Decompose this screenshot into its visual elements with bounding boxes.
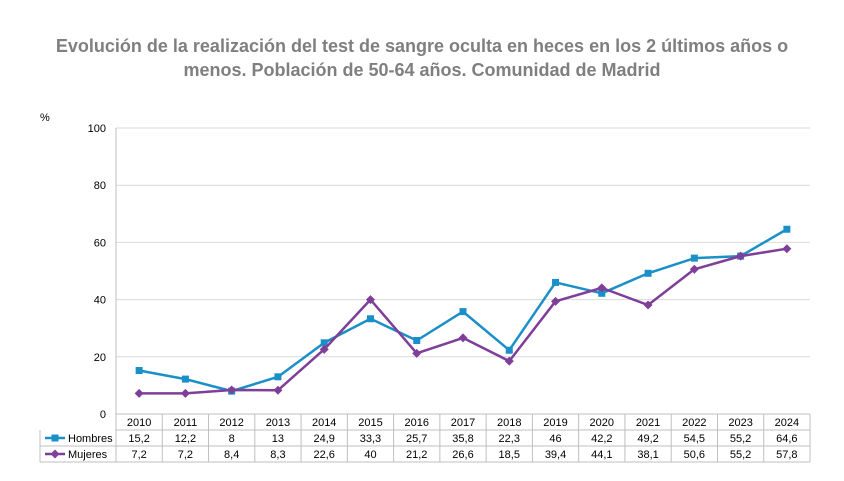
x-tick-label: 2022: [682, 417, 706, 429]
data-label: 42,2: [591, 433, 612, 445]
data-point: [50, 449, 60, 459]
data-label: 22,3: [499, 433, 520, 445]
x-tick-label: 2014: [312, 417, 336, 429]
data-point: [134, 388, 144, 398]
data-label: 8,4: [224, 449, 239, 461]
data-label: 21,2: [406, 449, 427, 461]
x-tick-label: 2010: [127, 417, 151, 429]
data-point: [320, 339, 328, 347]
x-tick-label: 2024: [775, 417, 799, 429]
data-point: [783, 225, 791, 233]
data-point: [227, 385, 237, 395]
x-tick-label: 2016: [404, 417, 428, 429]
data-point: [274, 373, 282, 381]
data-point: [505, 346, 513, 354]
data-point: [365, 295, 375, 305]
data-point: [643, 300, 653, 310]
x-tick-label: 2019: [543, 417, 567, 429]
data-label: 38,1: [637, 449, 658, 461]
data-point: [552, 278, 560, 286]
series-line: [139, 247, 788, 395]
series-hombres: [135, 225, 791, 395]
data-point: [782, 244, 792, 254]
data-label: 15,2: [128, 433, 149, 445]
data-label: 40: [364, 449, 376, 461]
data-label: 18,5: [499, 449, 520, 461]
x-tick-label: 2017: [451, 417, 475, 429]
chart-title-line-2: menos. Población de 50-64 años. Comunida…: [183, 60, 661, 80]
chart-title: Evolución de la realización del test de …: [0, 34, 844, 82]
data-point: [51, 434, 59, 442]
chart-title-line-1: Evolución de la realización del test de …: [55, 36, 789, 56]
data-label: 55,2: [730, 449, 751, 461]
data-label: 55,2: [730, 433, 751, 445]
data-label: 39,4: [545, 449, 566, 461]
data-table: 2010 2011 2012 2013 2014 2015 2016 2017 2018 2019…: [39, 413, 811, 463]
data-point: [412, 348, 422, 358]
data-label: 49,2: [637, 433, 658, 445]
data-label: 54,5: [684, 433, 705, 445]
data-point: [690, 254, 698, 262]
data-label: 8,3: [270, 449, 285, 461]
data-point: [689, 264, 699, 274]
series-mujeres: [134, 244, 792, 398]
data-point: [135, 367, 143, 375]
data-label: 8: [229, 433, 235, 445]
legend-label: Hombres: [68, 433, 113, 445]
x-tick-label: 2012: [219, 417, 243, 429]
legend-label: Mujeres: [68, 449, 108, 461]
data-label: 57,8: [776, 449, 797, 461]
data-point: [644, 269, 652, 277]
data-point: [366, 315, 374, 323]
data-point: [504, 356, 514, 366]
data-label: 26,6: [452, 449, 473, 461]
data-label: 64,6: [776, 433, 797, 445]
data-label: 50,6: [684, 449, 705, 461]
x-tick-label: 2013: [266, 417, 290, 429]
x-tick-label: 2020: [590, 417, 614, 429]
y-tick-label: 60: [94, 237, 106, 249]
data-point: [181, 375, 189, 383]
data-label: 35,8: [452, 433, 473, 445]
data-point: [551, 296, 561, 306]
y-tick-label: 40: [94, 295, 106, 307]
data-label: 25,7: [406, 433, 427, 445]
data-point: [319, 344, 329, 354]
x-tick-label: 2015: [358, 417, 382, 429]
x-tick-label: 2023: [728, 417, 752, 429]
x-tick-label: 2021: [636, 417, 660, 429]
data-point: [598, 289, 606, 297]
data-label: 13: [272, 433, 284, 445]
data-point: [180, 388, 190, 398]
data-label: 24,9: [313, 433, 334, 445]
y-tick-label: 100: [88, 123, 106, 135]
y-tick-label: 20: [94, 352, 106, 364]
data-point: [273, 385, 283, 395]
data-point: [736, 251, 746, 261]
data-label: 44,1: [591, 449, 612, 461]
data-label: 22,6: [313, 449, 334, 461]
y-tick-label: 0: [100, 409, 106, 421]
data-point: [458, 333, 468, 343]
data-point: [597, 283, 607, 293]
series-group: [134, 225, 792, 398]
data-label: 7,2: [178, 449, 193, 461]
x-tick-label: 2011: [174, 417, 198, 429]
x-tick-label: 2018: [497, 417, 521, 429]
data-point: [413, 336, 421, 344]
data-label: 12,2: [175, 433, 196, 445]
data-label: 7,2: [131, 449, 146, 461]
data-label: 33,3: [360, 433, 381, 445]
y-axis-label: %: [40, 112, 50, 124]
y-axis: 0 20 40 60 80 100: [88, 123, 117, 421]
gridlines: [116, 127, 810, 358]
data-label: 46: [549, 433, 561, 445]
data-point: [459, 308, 467, 316]
y-tick-label: 80: [94, 180, 106, 192]
